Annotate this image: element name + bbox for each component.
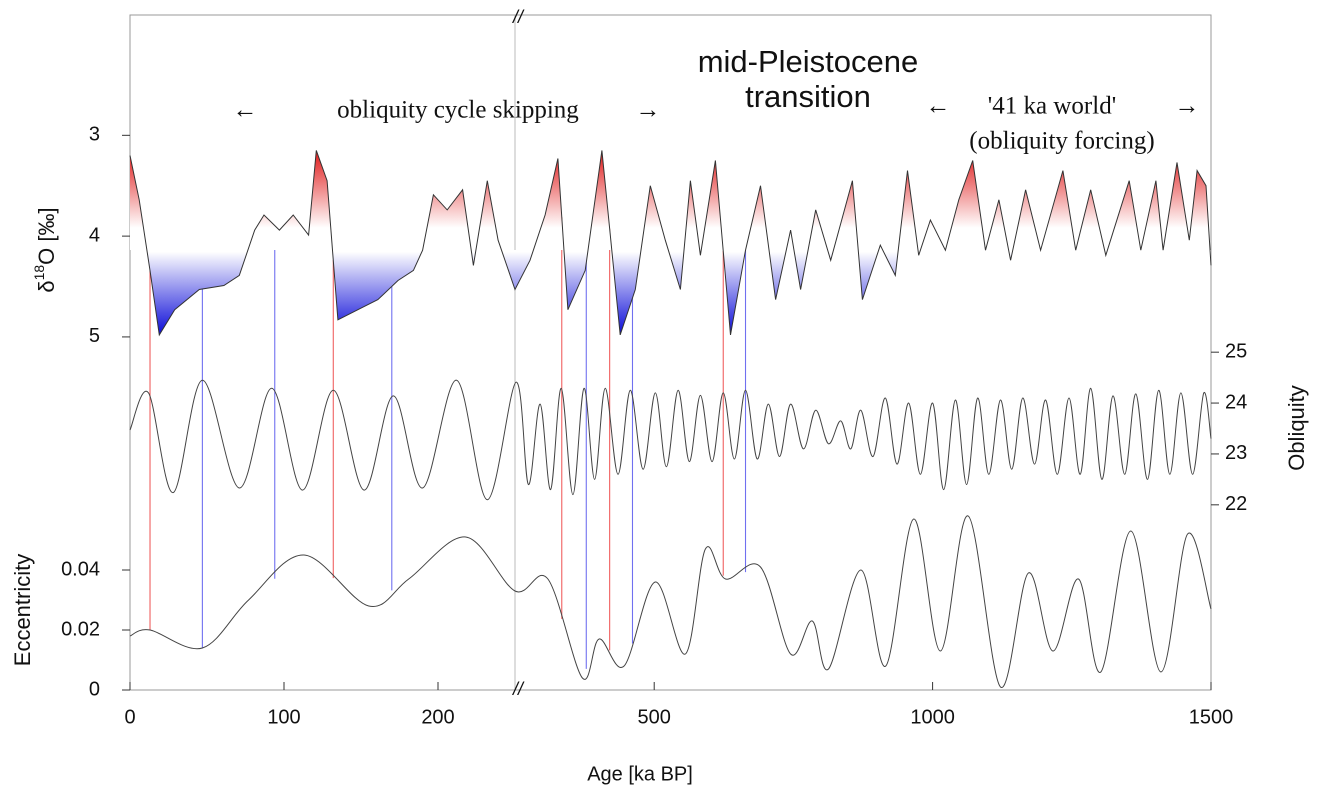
axis-break-label: // — [511, 7, 525, 27]
y2-tick-label: 23 — [1225, 442, 1247, 464]
y-axis-label-part: O [‰] — [34, 207, 59, 264]
area-fill — [130, 150, 1211, 335]
x-axis-label: Age [ka BP] — [587, 763, 693, 785]
y-axis-label-part: δ — [34, 280, 59, 292]
annotation: mid-Pleistocene — [698, 44, 919, 79]
annotation: (obliquity forcing) — [969, 128, 1154, 155]
y-tick-label: 0.02 — [61, 618, 100, 640]
x-tick-label: 1500 — [1189, 706, 1234, 728]
y-axis-label: Eccentricity — [10, 554, 35, 666]
y-axis-label: δ18O [‰] — [31, 207, 59, 292]
annotation: '41 ka world' — [988, 93, 1116, 120]
x-tick-label: 1000 — [910, 706, 955, 728]
y2-tick-label: 22 — [1225, 493, 1247, 515]
y-axis-label-part: 18 — [31, 265, 47, 281]
annotation: transition — [745, 79, 871, 114]
y-tick-label: 0 — [89, 678, 100, 700]
x-tick-label: 0 — [124, 706, 135, 728]
line — [129, 379, 1212, 501]
y-tick-label: 3 — [89, 124, 100, 146]
x-tick-label: 100 — [267, 706, 300, 728]
y-tick-label: 4 — [89, 224, 100, 246]
y2-axis-label: Obliquity — [1284, 385, 1309, 471]
annotation: → — [636, 97, 661, 124]
axis-break-label: // — [511, 679, 525, 699]
line — [129, 515, 1212, 688]
annotation: ← — [233, 97, 258, 124]
annotation: → — [1175, 93, 1200, 120]
y2-tick-label: 24 — [1225, 391, 1247, 413]
line — [129, 150, 1212, 337]
x-tick-label: 500 — [638, 706, 671, 728]
y-tick-label: 5 — [89, 325, 100, 347]
x-tick-label: 200 — [421, 706, 454, 728]
y2-tick-label: 25 — [1225, 340, 1247, 362]
y-tick-label: 0.04 — [61, 558, 100, 580]
annotation: ← — [926, 93, 951, 120]
annotation: obliquity cycle skipping — [337, 97, 579, 124]
